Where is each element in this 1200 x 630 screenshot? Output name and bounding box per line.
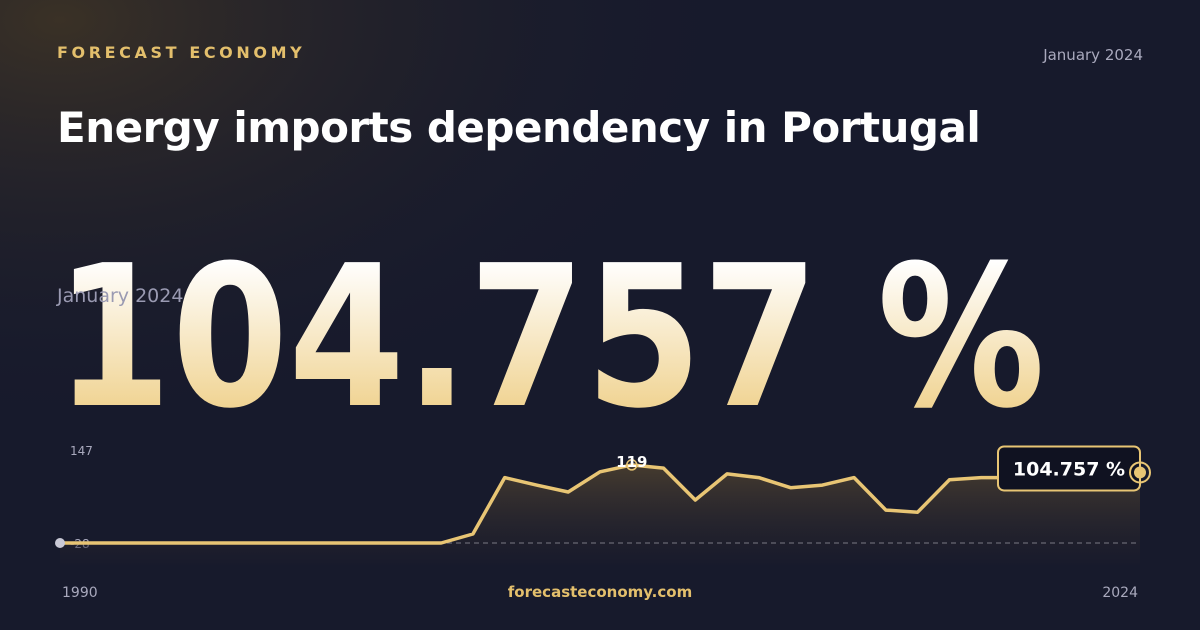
value-label: 104.757 % [1013,458,1125,480]
headline-value: 104.757 % [55,224,1045,452]
chart-title: Energy imports dependency in Portugal [57,103,980,152]
end-point [1134,466,1146,479]
end-point-ring [1129,461,1151,484]
start-point [55,538,65,548]
peak-point [626,459,638,471]
footer: forecasteconomy.com [508,583,692,601]
y-tick-label: 147 [70,444,93,458]
x-tick-label: 1990 [62,585,98,601]
x-tick-label: 2024 [1102,585,1138,601]
date: January 2024 [1042,46,1143,64]
brand: FORECAST ECONOMY [57,43,305,62]
area [60,464,1140,565]
value-label: 119 [616,453,647,471]
headline-date: January 2024 [56,285,183,307]
line [58,463,1142,545]
sparkline: -2814719902024119104.757 % [55,444,1151,601]
